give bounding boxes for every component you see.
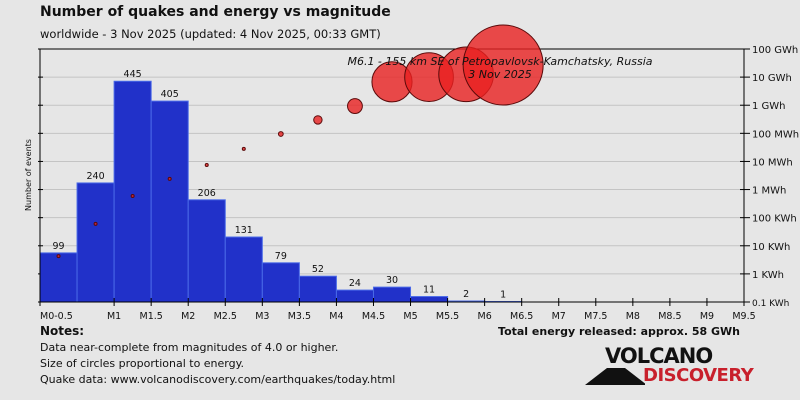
energy-circle <box>347 98 363 115</box>
bar <box>150 100 189 303</box>
x-tick-label: M1 <box>107 311 121 322</box>
bar <box>261 262 300 303</box>
x-tick-label: M4 <box>329 311 343 322</box>
logo-line2: DISCOVERY <box>643 365 754 386</box>
bar-label: 405 <box>161 89 179 100</box>
energy-circle <box>277 131 284 137</box>
annotation-line2: 3 Nov 2025 <box>468 68 531 81</box>
bar-label: 52 <box>312 264 324 275</box>
bar <box>187 199 226 303</box>
chart-subtitle: worldwide - 3 Nov 2025 (updated: 4 Nov 2… <box>40 27 381 41</box>
annotation-line1: M6.1 - 155 km SE of Petropavlovsk-Kamcha… <box>347 55 652 68</box>
energy-circle <box>313 115 323 125</box>
right-tick-label: 10 KWh <box>752 242 790 253</box>
energy-circle <box>204 162 209 167</box>
bar <box>76 182 115 303</box>
right-tick-label: 1 KWh <box>752 270 784 281</box>
energy-circle <box>93 221 98 226</box>
right-tick-label: 100 GWh <box>752 45 798 56</box>
volcanodiscovery-logo[interactable]: VOLCANO DISCOVERY <box>585 344 755 388</box>
chart-title: Number of quakes and energy vs magnitude <box>40 4 391 20</box>
bar-label: 206 <box>198 188 216 199</box>
y-axis-label: Number of events <box>24 139 33 211</box>
note-line: Quake data: www.volcanodiscovery.com/ear… <box>40 373 396 386</box>
bar-label: 2 <box>463 289 469 300</box>
x-tick-label: M3.5 <box>288 311 311 322</box>
bar-label: 99 <box>52 241 64 252</box>
energy-circle <box>241 146 246 151</box>
x-tick-label: M1.5 <box>140 311 163 322</box>
bar <box>113 80 152 303</box>
energy-circle <box>56 254 61 259</box>
right-tick-label: 1 GWh <box>752 101 786 112</box>
bar <box>298 275 337 303</box>
logo-line1: VOLCANO <box>605 344 713 368</box>
x-tick-label: M7 <box>552 311 566 322</box>
x-tick-label: M5.5 <box>436 311 459 322</box>
x-tick-label: M0-0.5 <box>40 311 73 322</box>
right-tick-label: 1 MWh <box>752 186 786 197</box>
right-tick-label: 10 GWh <box>752 73 792 84</box>
bar <box>410 296 449 303</box>
energy-circle <box>130 193 135 198</box>
bar <box>224 236 263 303</box>
right-tick-label: 10 MWh <box>752 157 793 168</box>
bar-label: 131 <box>235 225 253 236</box>
x-tick-label: M2 <box>181 311 195 322</box>
bar-label: 11 <box>423 285 435 296</box>
bar-label: 30 <box>386 275 398 286</box>
bar <box>39 252 78 303</box>
total-energy: Total energy released: approx. 58 GWh <box>498 325 740 338</box>
x-tick-label: M6 <box>478 311 492 322</box>
bar-label: 24 <box>349 278 361 289</box>
bar-label: 240 <box>87 171 105 182</box>
bar-label: 445 <box>124 69 142 80</box>
right-tick-label: 100 KWh <box>752 214 797 225</box>
x-tick-label: M3 <box>255 311 269 322</box>
x-tick-label: M5 <box>403 311 417 322</box>
bar <box>335 289 374 303</box>
notes-heading: Notes: <box>40 324 85 338</box>
x-tick-label: M2.5 <box>214 311 237 322</box>
x-tick-label: M9 <box>700 311 714 322</box>
x-tick-label: M9.5 <box>732 311 755 322</box>
volcano-icon <box>585 368 645 385</box>
x-tick-label: M8.5 <box>658 311 681 322</box>
right-tick-label: 0.1 KWh <box>752 299 789 309</box>
note-line: Data near-complete from magnitudes of 4.… <box>40 341 339 354</box>
energy-circle <box>462 24 544 106</box>
bar <box>372 286 412 303</box>
right-tick-label: 100 MWh <box>752 129 799 140</box>
bar-label: 1 <box>500 290 506 301</box>
x-tick-label: M6.5 <box>510 311 533 322</box>
x-tick-label: M4.5 <box>362 311 385 322</box>
x-tick-label: M8 <box>626 311 640 322</box>
energy-circle <box>167 176 172 181</box>
bar-label: 79 <box>275 251 287 262</box>
x-tick-label: M7.5 <box>584 311 607 322</box>
note-line: Size of circles proportional to energy. <box>40 357 245 370</box>
